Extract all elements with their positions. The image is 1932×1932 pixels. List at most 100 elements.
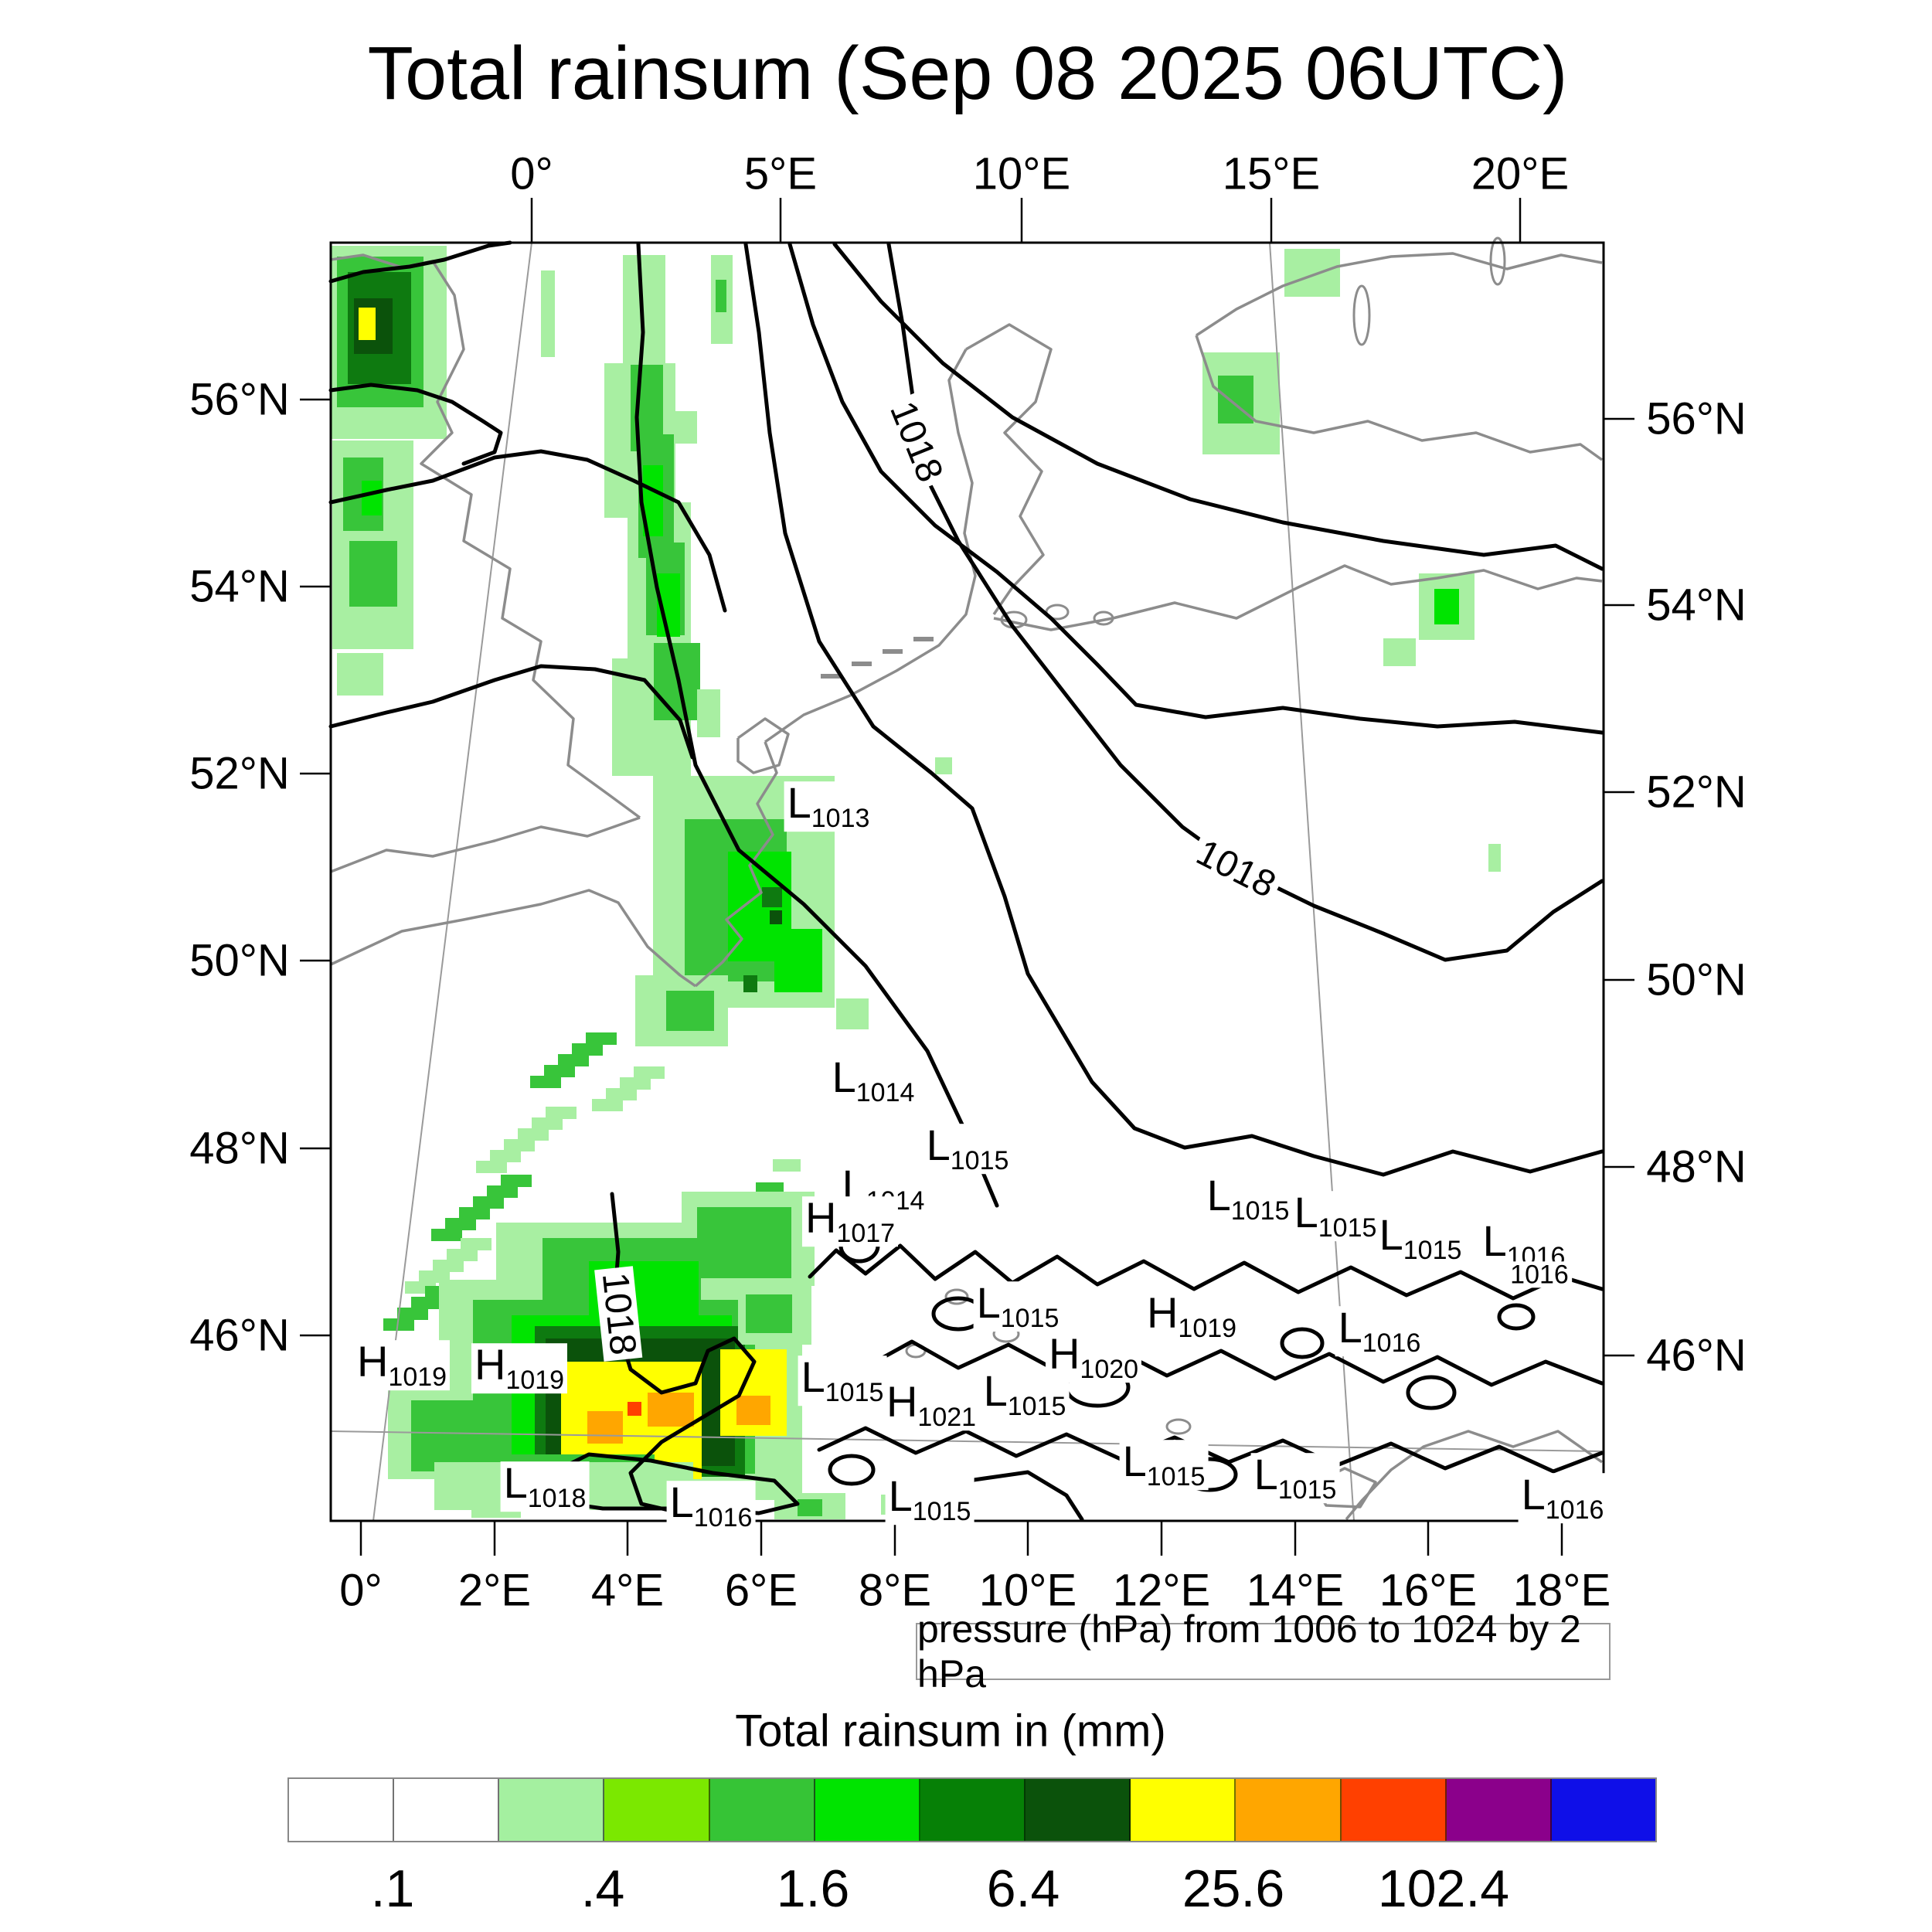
bottom-axis-label-1: 2°E bbox=[457, 1565, 532, 1616]
isobar-value: 1016 bbox=[1510, 1260, 1569, 1290]
pressure-marker-h-1017: H1017 bbox=[801, 1196, 899, 1249]
pressure-center-letter: H bbox=[474, 1340, 506, 1389]
rain-cell bbox=[697, 1207, 791, 1278]
pressure-marker-l-1014: L1014 bbox=[828, 1056, 918, 1108]
rain-cell bbox=[397, 1308, 428, 1320]
coastline bbox=[1195, 335, 1604, 461]
rain-cell bbox=[546, 1107, 577, 1119]
pressure-center-value: 1013 bbox=[811, 804, 870, 834]
pressure-marker-h-1019: H1019 bbox=[353, 1340, 451, 1391]
rain-cell bbox=[362, 481, 382, 515]
legend-color-cell-5 bbox=[815, 1779, 920, 1841]
rain-cell bbox=[592, 1099, 623, 1111]
pressure-center-letter: L bbox=[1122, 1437, 1147, 1486]
isobar bbox=[787, 242, 1604, 735]
rain-cell bbox=[541, 270, 555, 357]
legend-color-cell-4 bbox=[709, 1779, 815, 1841]
rain-cell bbox=[648, 1393, 694, 1427]
coastline-islet bbox=[913, 637, 934, 641]
pressure-center-letter: L bbox=[1253, 1450, 1278, 1499]
pressure-marker-l-1016: L1016 bbox=[1335, 1306, 1424, 1357]
pressure-center-value: 1015 bbox=[825, 1378, 884, 1408]
isobar-loop bbox=[1280, 1327, 1325, 1359]
isobar bbox=[743, 242, 1604, 1177]
pressure-center-value: 1015 bbox=[1007, 1392, 1066, 1422]
isobar-loop bbox=[828, 1454, 876, 1486]
rain-cell bbox=[349, 541, 397, 607]
coastline-island bbox=[1165, 1418, 1192, 1435]
isobar bbox=[832, 242, 1604, 571]
rain-cell bbox=[433, 1260, 464, 1272]
rain-cell bbox=[762, 887, 782, 907]
pressure-center-letter: H bbox=[1146, 1288, 1179, 1338]
pressure-center-value: 1015 bbox=[950, 1146, 1009, 1176]
legend-label-4: 25.6 bbox=[1182, 1859, 1285, 1918]
top-axis-label-2: 10°E bbox=[972, 148, 1071, 199]
pressure-center-letter: L bbox=[1521, 1470, 1546, 1519]
coastline bbox=[1196, 252, 1603, 337]
pressure-center-value: 1015 bbox=[1230, 1196, 1290, 1226]
rain-cell bbox=[359, 308, 376, 340]
left-axis-label-0: 56°N bbox=[189, 374, 290, 425]
legend-color-cell-1 bbox=[394, 1779, 500, 1841]
rain-cell bbox=[518, 1128, 549, 1141]
coastline-island bbox=[1093, 611, 1114, 626]
legend-label-0: .1 bbox=[370, 1859, 415, 1918]
rain-cell bbox=[544, 1065, 575, 1077]
isobar-label-2: 1018 bbox=[594, 1266, 644, 1362]
pressure-marker-l-1015: L1015 bbox=[1119, 1437, 1209, 1491]
legend-color-cell-12 bbox=[1551, 1779, 1656, 1841]
pressure-center-letter: H bbox=[1048, 1329, 1080, 1379]
legend-color-cell-7 bbox=[1026, 1779, 1131, 1841]
pressure-center-letter: L bbox=[976, 1278, 1001, 1328]
legend-color-cell-11 bbox=[1446, 1779, 1552, 1841]
legend-label-5: 102.4 bbox=[1377, 1859, 1510, 1918]
legend-color-cell-0 bbox=[289, 1779, 395, 1841]
coastline bbox=[330, 889, 697, 988]
rain-cell bbox=[431, 1229, 462, 1241]
isobar bbox=[808, 1243, 1604, 1301]
top-axis-label-3: 15°E bbox=[1222, 148, 1321, 199]
legend-label-1: .4 bbox=[580, 1859, 625, 1918]
rain-cell bbox=[746, 1294, 792, 1333]
pressure-center-value: 1014 bbox=[855, 1078, 915, 1108]
rain-cell bbox=[716, 280, 726, 312]
left-axis-label-4: 48°N bbox=[189, 1123, 290, 1174]
rain-cell bbox=[459, 1207, 490, 1219]
page-title: Total rainsum (Sep 08 2025 06UTC) bbox=[367, 31, 1568, 115]
isobar bbox=[634, 242, 999, 1208]
pressure-marker-h-1019: H1019 bbox=[1143, 1288, 1240, 1342]
bottom-axis-label-8: 16°E bbox=[1379, 1565, 1478, 1616]
rain-cell bbox=[935, 757, 952, 774]
graticule-line bbox=[330, 1430, 1603, 1452]
pressure-center-value: 1021 bbox=[917, 1403, 977, 1433]
rain-cell bbox=[587, 1411, 623, 1444]
coastline-islet bbox=[852, 662, 872, 666]
legend-color-cell-3 bbox=[604, 1779, 710, 1841]
right-axis-label-0: 56°N bbox=[1646, 393, 1747, 444]
left-axis-label-5: 46°N bbox=[189, 1310, 290, 1361]
pressure-marker-l-1015: L1015 bbox=[1291, 1191, 1380, 1242]
pressure-center-letter: L bbox=[983, 1366, 1008, 1416]
right-axis-label-1: 54°N bbox=[1646, 580, 1747, 631]
right-axis-label-3: 50°N bbox=[1646, 954, 1747, 1005]
pressure-marker-value-1016: 1016 bbox=[1507, 1260, 1572, 1290]
pressure-marker-l-1015: L1015 bbox=[923, 1124, 1012, 1176]
rain-cell bbox=[504, 1139, 535, 1151]
coastline-island bbox=[1489, 236, 1506, 286]
rain-cell bbox=[674, 411, 697, 444]
isobar bbox=[865, 1339, 1604, 1387]
pressure-center-value: 1017 bbox=[836, 1219, 896, 1249]
rain-cell bbox=[473, 1196, 504, 1209]
legend-title: Total rainsum in (mm) bbox=[735, 1706, 1166, 1757]
pressure-marker-l-1015: L1015 bbox=[1376, 1213, 1465, 1264]
rain-cell bbox=[1383, 638, 1416, 666]
isobar-loop bbox=[1406, 1375, 1457, 1410]
bottom-axis-label-6: 12°E bbox=[1112, 1565, 1211, 1616]
pressure-center-value: 1016 bbox=[693, 1503, 753, 1533]
pressure-marker-l-1015: L1015 bbox=[798, 1355, 887, 1406]
left-axis-label-1: 54°N bbox=[189, 561, 290, 612]
rain-cell bbox=[558, 1054, 589, 1066]
legend-color-cell-2 bbox=[499, 1779, 605, 1841]
coastline-island bbox=[944, 1288, 969, 1305]
